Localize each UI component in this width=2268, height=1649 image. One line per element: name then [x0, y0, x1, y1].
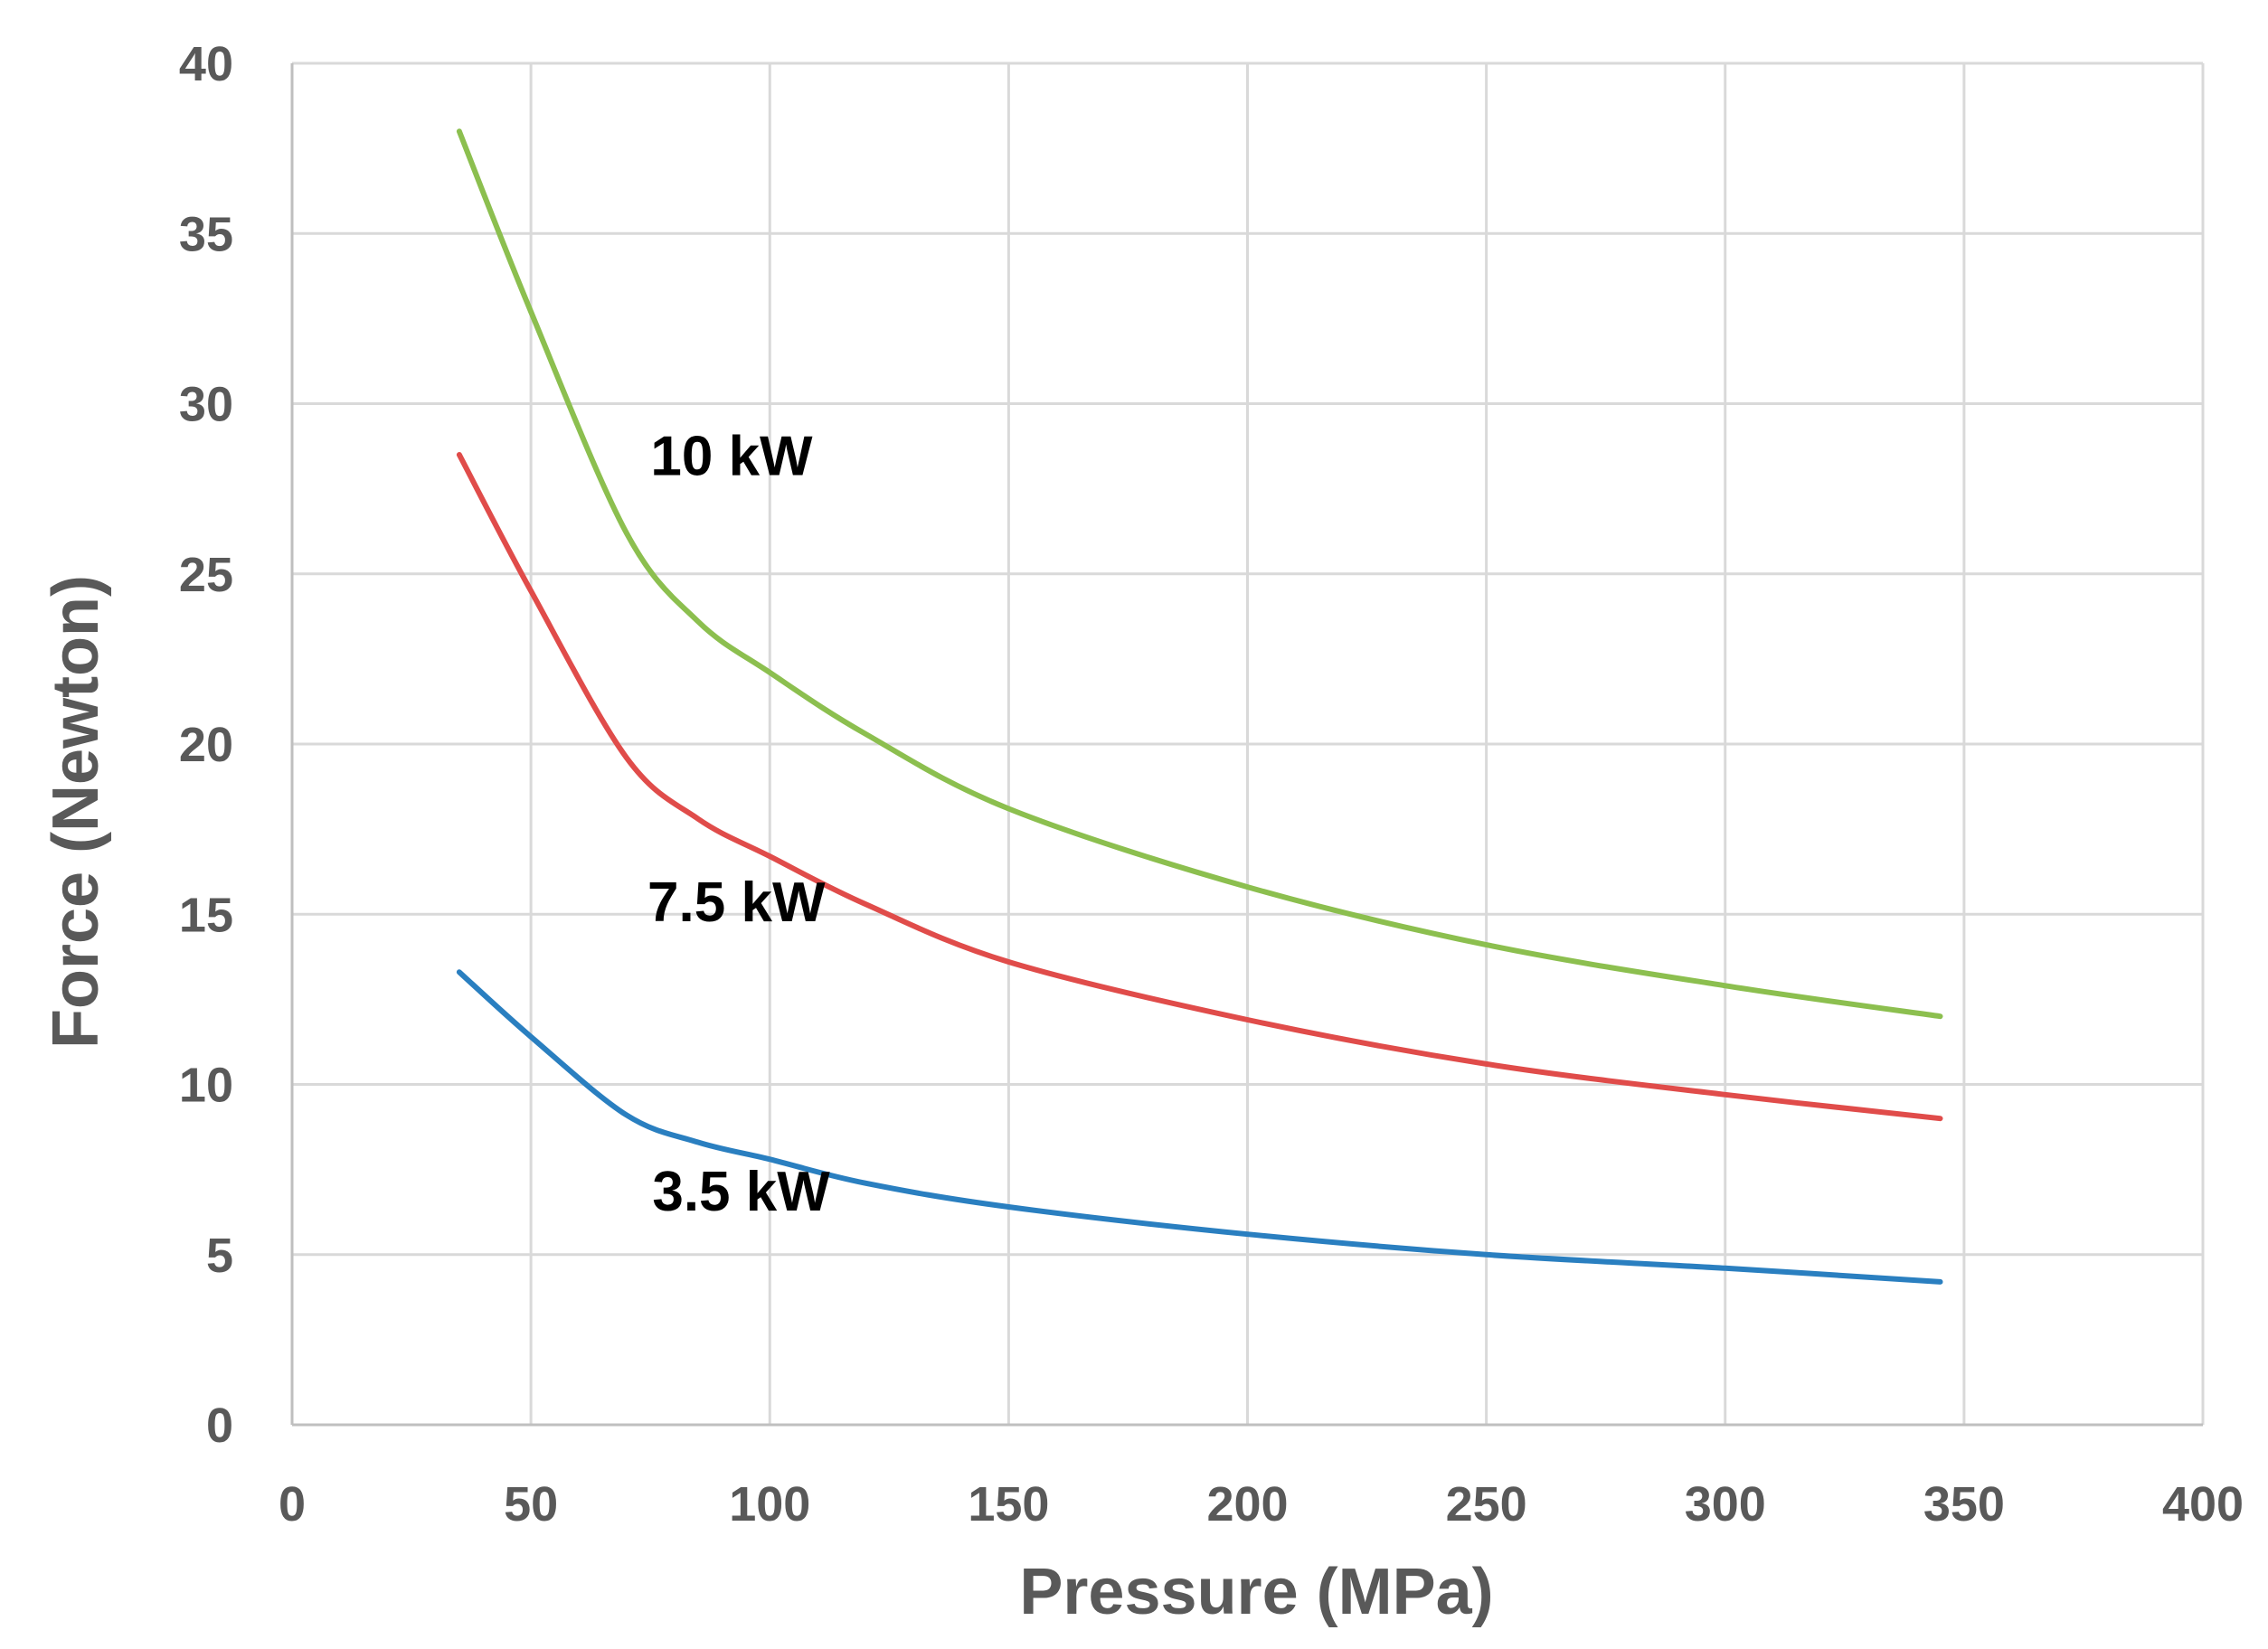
y-tick-label: 35: [179, 207, 233, 261]
x-axis-title: Pressure (MPa): [1019, 1556, 1493, 1628]
series-labels: 10 kW 7.5 kW 3.5 kW: [647, 426, 830, 1223]
series-label-3-5-kw: 3.5 kW: [652, 1161, 830, 1223]
y-tick-label: 40: [179, 37, 233, 91]
series-line-7-5-kw: [456, 452, 1943, 1122]
x-tick-label: 0: [279, 1477, 306, 1531]
grid: [292, 61, 2205, 1425]
series-label-7-5-kw: 7.5 kW: [647, 872, 826, 934]
axes: [290, 63, 2203, 1427]
series-line-10-kw: [456, 128, 1943, 1020]
x-tick-label: 200: [1206, 1477, 1288, 1531]
x-tick-label: 100: [729, 1477, 810, 1531]
x-tick-label: 250: [1446, 1477, 1527, 1531]
x-tick-label: 350: [1923, 1477, 2005, 1531]
y-tick-label: 5: [206, 1229, 233, 1283]
x-tick-label: 300: [1685, 1477, 1766, 1531]
y-tick-label: 0: [206, 1399, 233, 1453]
series-line-3-5-kw: [456, 969, 1943, 1285]
series-lines: [456, 128, 1943, 1285]
y-tick-label: 15: [179, 888, 233, 942]
y-axis-title: Force (Newton): [40, 575, 112, 1049]
x-tick-label: 150: [968, 1477, 1049, 1531]
y-tick-label: 20: [179, 718, 233, 772]
y-tick-label: 30: [179, 378, 233, 432]
y-tick-label: 10: [179, 1059, 233, 1113]
x-tick-label: 50: [504, 1477, 558, 1531]
y-tick-label: 25: [179, 548, 233, 602]
x-tick-label: 400: [2162, 1477, 2244, 1531]
series-label-10-kw: 10 kW: [650, 426, 813, 488]
